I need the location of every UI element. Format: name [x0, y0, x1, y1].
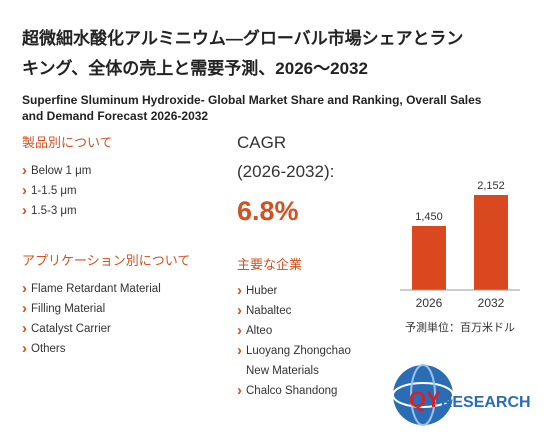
logo-ring [410, 364, 436, 426]
bar [474, 195, 508, 290]
bar-value-label: 2,152 [477, 180, 505, 192]
section-heading: アプリケーション別について [22, 253, 191, 268]
list-item: New Materials [246, 365, 319, 377]
bar [412, 225, 446, 290]
list-item: Others [22, 340, 66, 357]
list-item: Chalco Shandong [237, 382, 337, 399]
bar-chart: 1,450 2026 2,152 2032 予測単位：百万米ドル [400, 180, 520, 334]
title-line: キング、全体の売上と需要予測、2026～2032 [22, 59, 368, 78]
cagr-period: (2026-2032): [237, 162, 335, 181]
list-item: Below 1 μm [22, 162, 91, 179]
list-item: Catalyst Carrier [22, 320, 111, 337]
logo-text: QYRESEARCH [409, 387, 531, 412]
category-label: 2032 [478, 296, 505, 310]
logo-ring [392, 382, 454, 408]
section-heading: 製品別について [22, 135, 113, 150]
logo-globe [393, 365, 453, 425]
unit-label: 予測単位：百万米ドル [405, 320, 515, 334]
list-item: Filling Material [22, 300, 105, 317]
cagr-value: 6.8% [237, 196, 299, 226]
subtitle-line: Superfine Sluminum Hydroxide- Global Mar… [22, 93, 482, 107]
list-item: Alteo [237, 322, 272, 339]
cagr-label: CAGR [237, 133, 287, 152]
subtitle-line: and Demand Forecast 2026-2032 [22, 109, 209, 123]
bar-value-label: 1,450 [415, 211, 443, 223]
title-line: 超微細水酸化アルミニウム—グローバル市場シェアとラン [22, 29, 464, 48]
list-item: Flame Retardant Material [22, 280, 161, 297]
list-item: 1-1.5 μm [22, 182, 77, 199]
list-item: Huber [237, 282, 277, 299]
list-item: Luoyang Zhongchao [237, 342, 351, 359]
list-item: 1.5-3 μm [22, 202, 77, 219]
list-item: Nabaltec [237, 302, 291, 319]
category-label: 2026 [416, 296, 443, 310]
section-heading: 主要な企業 [237, 257, 303, 272]
logo: QYRESEARCH [392, 364, 531, 426]
